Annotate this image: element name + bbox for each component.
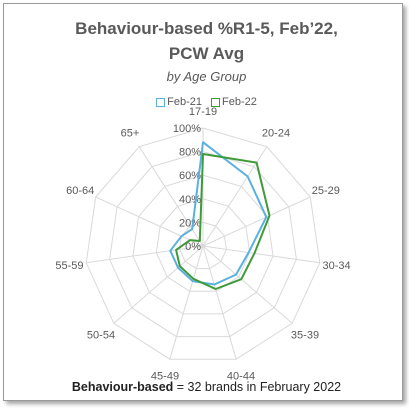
radial-tick-2: 40% [179,194,201,206]
category-label-35-39: 35-39 [291,329,319,341]
chart-title-line-1: Behaviour-based %R1-5, Feb’22, [75,19,338,38]
footer-rest: = 32 brands in February 2022 [173,380,342,394]
category-label-30-34: 30-34 [323,260,351,272]
footer-bold: Behaviour-based [71,380,174,394]
category-label-25-29: 25-29 [312,185,340,197]
spoke-40-44 [202,245,237,360]
spoke-55-59 [86,245,204,264]
legend-label-feb-22: Feb-22 [222,96,257,108]
grid-ring-2 [155,198,251,292]
legend-swatch-feb-22 [211,97,221,107]
category-label-17-19: 17-19 [189,106,217,118]
spoke-30-34 [202,245,320,264]
legend-item-feb-21: Feb-21 [156,96,202,108]
chart-subtitle: by Age Group [166,69,247,84]
category-label-45-49: 45-49 [151,371,179,383]
category-label-20-24: 20-24 [262,127,290,139]
category-label-65+: 65+ [121,127,140,139]
grid-ring-5 [85,127,321,360]
spoke-25-29 [202,196,311,247]
radar-chart: 17-19 20-24 25-29 30-34 35-39 40-44 45-49 50-54… [55,106,351,383]
grid-ring-4 [109,151,297,338]
radial-tick-1: 20% [179,217,201,229]
radial-tick-3: 60% [179,170,201,182]
chart-frame: Behaviour-based %R1-5, Feb’22, PCW Avg b… [3,3,403,401]
chart-legend: Feb-21 Feb-22 [4,96,409,110]
category-label-60-64: 60-64 [66,185,94,197]
spoke-45-49 [169,245,204,360]
legend-item-feb-22: Feb-22 [211,96,257,108]
category-label-55-59: 55-59 [55,260,83,272]
legend-label-feb-21: Feb-21 [167,96,202,108]
series-line-Feb-22 [175,153,271,290]
spoke-50-54 [113,245,204,324]
chart-title-line-2: PCW Avg [168,44,245,63]
radial-tick-4: 80% [179,147,201,159]
spoke-60-64 [95,196,204,247]
chart-footer: Behaviour-based = 32 brands in February … [4,380,409,394]
spoke-35-39 [202,245,293,324]
category-label-50-54: 50-54 [87,329,115,341]
radial-tick-0: 0% [185,241,201,253]
radial-tick-5: 100% [173,123,201,135]
legend-swatch-feb-21 [156,97,166,107]
category-label-40-44: 40-44 [227,371,255,383]
